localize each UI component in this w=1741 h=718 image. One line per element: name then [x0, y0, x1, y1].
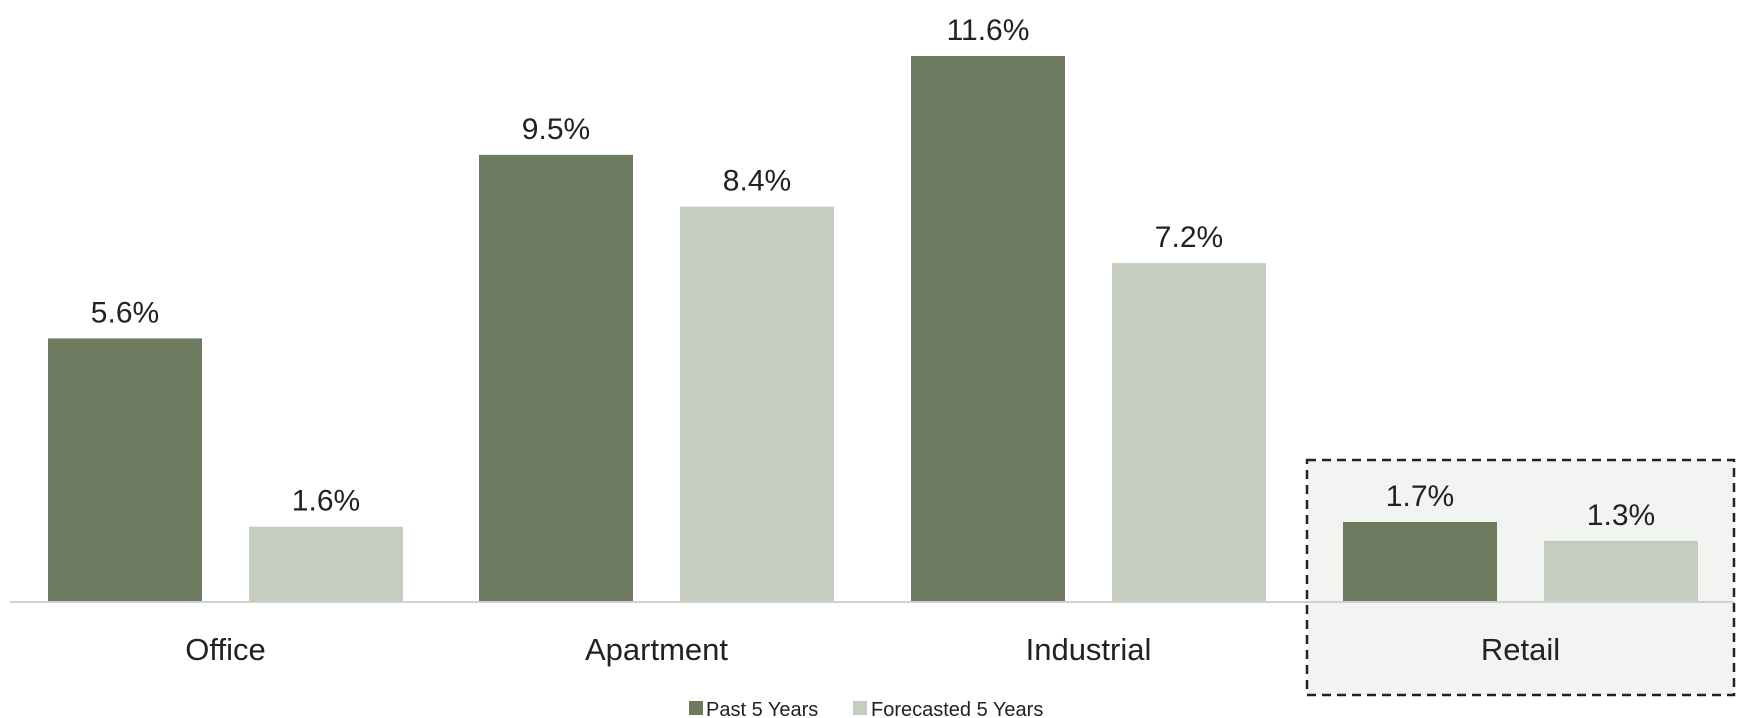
legend-label-past-5-years: Past 5 Years — [706, 699, 818, 718]
value-label-apartment-past-5-years: 9.5% — [522, 113, 590, 146]
category-label-industrial: Industrial — [1026, 632, 1152, 667]
bar-apartment-forecasted-5-years — [680, 206, 834, 602]
legend-label-forecasted-5-years: Forecasted 5 Years — [871, 699, 1043, 718]
category-label-office: Office — [185, 632, 265, 667]
bar-industrial-forecasted-5-years — [1112, 263, 1266, 602]
bar-retail-forecasted-5-years — [1544, 540, 1698, 602]
value-label-office-forecasted-5-years: 1.6% — [292, 485, 360, 518]
bar-industrial-past-5-years — [911, 56, 1065, 602]
category-label-retail: Retail — [1481, 632, 1560, 667]
bar-office-past-5-years — [48, 338, 202, 602]
bar-office-forecasted-5-years — [249, 526, 403, 602]
value-label-office-past-5-years: 5.6% — [91, 296, 159, 329]
category-label-apartment: Apartment — [585, 632, 728, 667]
legend-swatch-forecasted-5-years — [853, 701, 867, 715]
value-label-retail-forecasted-5-years: 1.3% — [1587, 499, 1655, 532]
bars-group — [48, 56, 1698, 602]
value-label-industrial-past-5-years: 11.6% — [947, 14, 1030, 47]
value-label-retail-past-5-years: 1.7% — [1386, 480, 1454, 513]
value-label-industrial-forecasted-5-years: 7.2% — [1155, 221, 1223, 254]
bar-apartment-past-5-years — [479, 154, 633, 602]
value-labels-group: 5.6% 1.6% 9.5% 8.4% 11.6% 7.2% 1.7% 1.3% — [91, 14, 1655, 532]
legend-swatch-past-5-years — [689, 701, 703, 715]
bar-retail-past-5-years — [1343, 521, 1497, 602]
legend: Past 5 Years Forecasted 5 Years — [689, 699, 1043, 718]
category-labels-group: Office Apartment Industrial Retail — [185, 632, 1560, 667]
value-label-apartment-forecasted-5-years: 8.4% — [723, 165, 791, 198]
